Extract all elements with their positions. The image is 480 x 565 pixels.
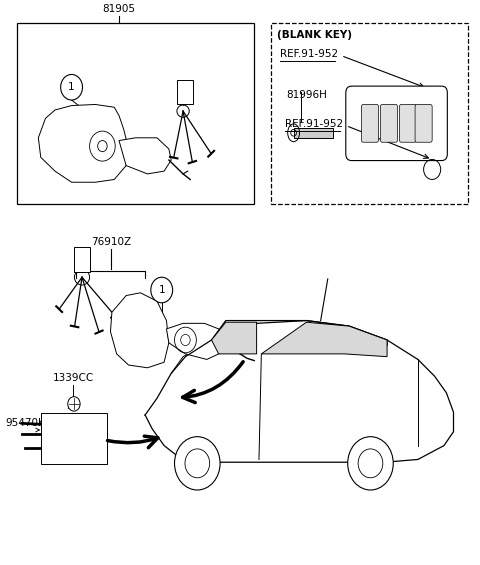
Text: 95470K: 95470K [5, 418, 45, 428]
Polygon shape [38, 105, 129, 182]
Text: REF.91-952: REF.91-952 [280, 49, 338, 59]
FancyBboxPatch shape [41, 413, 107, 464]
Text: 76910Z: 76910Z [91, 237, 131, 247]
FancyBboxPatch shape [381, 105, 397, 142]
Ellipse shape [177, 451, 217, 467]
FancyBboxPatch shape [178, 80, 192, 105]
Circle shape [348, 437, 393, 490]
Bar [17, 23, 254, 204]
Circle shape [151, 277, 173, 303]
Polygon shape [212, 322, 257, 354]
FancyBboxPatch shape [415, 105, 432, 142]
Text: 81996H: 81996H [287, 90, 327, 100]
Circle shape [175, 437, 220, 490]
Circle shape [60, 75, 83, 100]
Polygon shape [110, 293, 169, 368]
FancyBboxPatch shape [74, 247, 90, 272]
Text: REF.91-952: REF.91-952 [285, 119, 343, 129]
Text: 1: 1 [158, 285, 165, 295]
Polygon shape [119, 138, 171, 174]
Ellipse shape [350, 451, 391, 467]
Polygon shape [261, 322, 387, 357]
FancyBboxPatch shape [294, 128, 333, 138]
FancyBboxPatch shape [361, 105, 379, 142]
Text: 1: 1 [68, 82, 75, 92]
Text: 1339CC: 1339CC [52, 373, 94, 383]
Bar [271, 23, 468, 204]
Text: 81905: 81905 [103, 5, 135, 15]
Circle shape [68, 397, 80, 411]
Polygon shape [167, 323, 223, 359]
Text: (BLANK KEY): (BLANK KEY) [277, 30, 352, 40]
FancyBboxPatch shape [346, 86, 447, 160]
FancyBboxPatch shape [399, 105, 417, 142]
